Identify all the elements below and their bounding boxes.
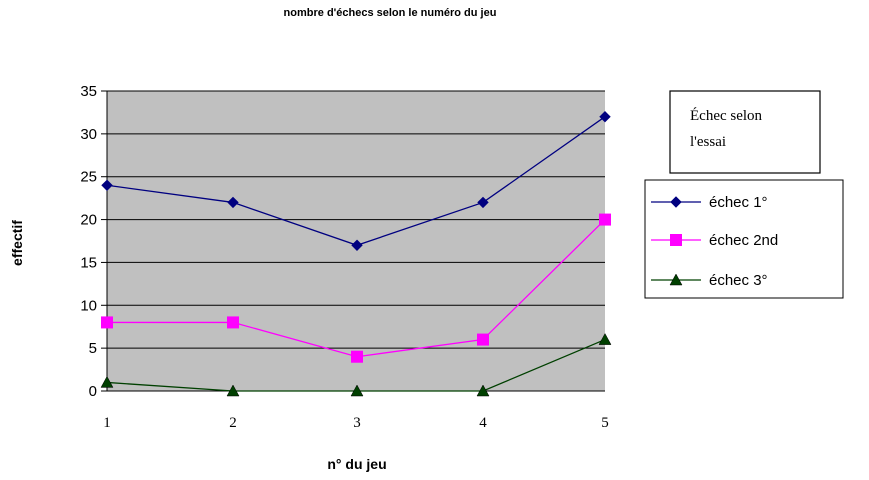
legend-label: échec 1° bbox=[709, 194, 768, 211]
x-axis-ticks: 1 2 3 4 5 bbox=[103, 415, 609, 431]
triangle-marker bbox=[669, 273, 683, 286]
diamond-marker bbox=[599, 111, 611, 123]
y-tick-label: 20 bbox=[80, 212, 97, 229]
square-marker bbox=[351, 350, 363, 363]
x-tick-label: 5 bbox=[601, 415, 609, 431]
series bbox=[101, 213, 611, 363]
triangle-marker bbox=[476, 384, 490, 397]
square-marker bbox=[477, 333, 489, 346]
series bbox=[101, 111, 611, 251]
series bbox=[100, 333, 612, 397]
legend-item: échec 2nd bbox=[651, 232, 778, 249]
square-marker bbox=[227, 316, 239, 329]
y-axis-ticks: 0 5 10 15 20 25 30 35 bbox=[80, 83, 107, 400]
chart-title: nombre d'échecs selon le numéro du jeu bbox=[283, 7, 497, 19]
triangle-marker bbox=[598, 333, 612, 345]
y-tick-label: 5 bbox=[89, 340, 97, 357]
y-tick-label: 35 bbox=[80, 83, 97, 100]
triangle-marker bbox=[100, 375, 114, 388]
y-tick-label: 30 bbox=[80, 126, 97, 143]
x-tick-label: 4 bbox=[479, 415, 487, 431]
legend-item: échec 1° bbox=[651, 194, 768, 211]
y-axis-label: effectif bbox=[9, 220, 25, 266]
triangle-marker bbox=[226, 384, 240, 397]
x-axis-label: n° du jeu bbox=[327, 456, 386, 472]
triangle-marker bbox=[350, 384, 364, 397]
y-tick-label: 15 bbox=[80, 254, 97, 271]
text-box-line-1: Échec selon bbox=[690, 107, 763, 124]
diamond-marker bbox=[101, 179, 113, 191]
text-box: Échec selon l'essai bbox=[669, 90, 821, 174]
x-tick-label: 1 bbox=[103, 415, 111, 431]
diamond-marker bbox=[227, 196, 239, 209]
diamond-marker bbox=[351, 239, 363, 251]
y-tick-label: 25 bbox=[80, 169, 97, 186]
legend-label: échec 2nd bbox=[709, 232, 778, 249]
y-tick-label: 10 bbox=[80, 297, 97, 314]
diamond-marker bbox=[477, 196, 489, 209]
square-marker bbox=[670, 234, 682, 246]
legend: échec 1° échec 2nd échec 3° bbox=[644, 179, 844, 299]
gridlines bbox=[107, 90, 605, 349]
x-tick-label: 3 bbox=[353, 415, 361, 431]
legend-item: échec 3° bbox=[651, 272, 768, 289]
series-layer bbox=[100, 111, 612, 397]
legend-label: échec 3° bbox=[709, 272, 768, 289]
diamond-marker bbox=[670, 196, 682, 208]
x-tick-label: 2 bbox=[229, 415, 237, 431]
y-tick-label: 0 bbox=[89, 383, 97, 400]
text-box-line-2: l'essai bbox=[690, 134, 726, 150]
text-box-frame bbox=[669, 90, 821, 174]
square-marker bbox=[101, 316, 113, 329]
square-marker bbox=[599, 213, 611, 226]
